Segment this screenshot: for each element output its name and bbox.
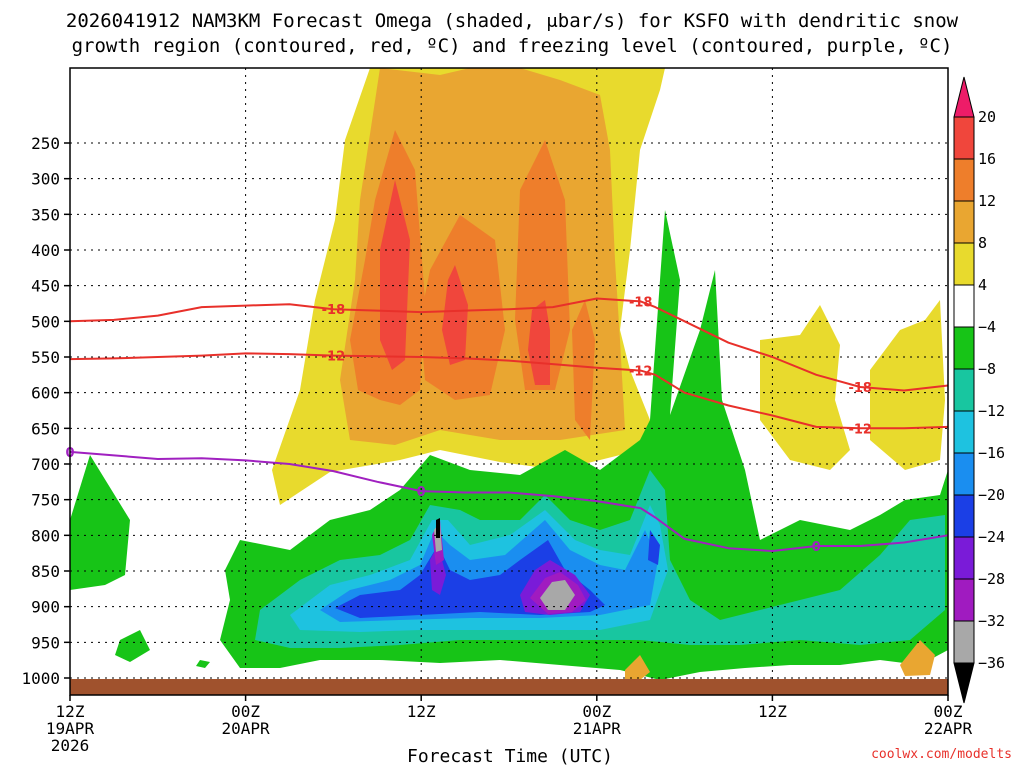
omega-shading (70, 68, 948, 680)
y-tick-label-850: 850 (31, 562, 60, 581)
x-tick-label-0-0: 12Z (56, 702, 85, 721)
chart-title-line-1: 2026041912 NAM3KM Forecast Omega (shaded… (66, 10, 959, 32)
omega-region-12-16-c (515, 140, 570, 390)
colorbar-segment-2 (953, 158, 975, 202)
colorbar-segment-7 (953, 368, 975, 412)
colorbar-label-2: 12 (978, 192, 996, 210)
colorbar-label-10: −24 (978, 528, 1005, 546)
y-tick-label-500: 500 (31, 312, 60, 331)
colorbar-bottom-arrow (953, 662, 975, 704)
y-tick-label-800: 800 (31, 526, 60, 545)
contour-label--12-0: -12 (322, 350, 346, 365)
omega-region-16-20-b (442, 265, 468, 365)
contour-label--18-1: -18 (629, 295, 653, 310)
colorbar-label-5: −4 (978, 318, 996, 336)
omega-region-below-neg32 (434, 522, 575, 610)
credit-text: coolwx.com/modelts (871, 747, 1012, 762)
colorbar-label-0: 20 (978, 108, 996, 126)
x-tick-label-3-0: 00Z (582, 702, 611, 721)
colorbar-segment-3 (953, 200, 975, 244)
y-tick-label-700: 700 (31, 455, 60, 474)
x-tick-label-4-0: 12Z (758, 702, 787, 721)
contour-label--12-2: -12 (848, 422, 872, 437)
colorbar-segment-4 (953, 242, 975, 286)
x-tick-label-5-1: 22APR (924, 719, 973, 738)
contour-label--12-1: -12 (629, 365, 653, 380)
y-axis: 250 300 350 400 450 500 550 600 650 700 750 800 850 9… (21, 134, 70, 688)
colorbar-label-4: 4 (978, 276, 987, 294)
colorbar-label-11: −28 (978, 570, 1005, 588)
y-tick-label-750: 750 (31, 491, 60, 510)
colorbar-segment-6 (953, 326, 975, 370)
x-axis-label: Forecast Time (UTC) (407, 746, 613, 767)
colorbar-top-arrow (953, 76, 975, 118)
x-tick-label-0-1: 19APR (46, 719, 95, 738)
y-tick-label-900: 900 (31, 598, 60, 617)
plot-frame (69, 67, 949, 696)
y-tick-label-550: 550 (31, 348, 60, 367)
y-tick-label-400: 400 (31, 241, 60, 260)
colorbar-label-1: 16 (978, 150, 996, 168)
omega-region-4-8-east (760, 305, 850, 470)
colorbar-label-8: −16 (978, 444, 1005, 462)
colorbar-label-12: −32 (978, 612, 1005, 630)
x-tick-label-5-0: 00Z (934, 702, 963, 721)
x-tick-label-0-2: 2026 (51, 736, 90, 755)
colorbar-segment-9 (953, 452, 975, 496)
contour-label-0-1: 0 (417, 485, 426, 500)
colorbar-segment-11 (953, 536, 975, 580)
y-tick-label-600: 600 (31, 384, 60, 403)
colorbar-segment-13 (953, 620, 975, 664)
contour-line--12 (69, 352, 949, 430)
omega-region-4-8-far-east (870, 300, 945, 470)
colorbar-segment-8 (953, 410, 975, 454)
colorbar-segment-5 (953, 284, 975, 328)
omega-region-12-16-d (572, 300, 595, 440)
x-tick-label-1-1: 20APR (222, 719, 271, 738)
contour-label-0-2: 0 (812, 540, 821, 555)
y-tick-label-950: 950 (31, 633, 60, 652)
contour-line-0 (69, 450, 949, 552)
contour-label--18-2: -18 (848, 381, 872, 396)
omega-region-neg4-neg8 (70, 210, 948, 680)
x-tick-label-1-0: 00Z (231, 702, 260, 721)
y-tick-label-300: 300 (31, 170, 60, 189)
y-tick-label-350: 350 (31, 205, 60, 224)
colorbar-label-6: −8 (978, 360, 996, 378)
colorbar-label-3: 8 (978, 234, 987, 252)
colorbar-segment-10 (953, 494, 975, 538)
colorbar-label-7: −12 (978, 402, 1005, 420)
colorbar-segment-1 (953, 116, 975, 160)
chart-title-line-2: growth region (contoured, red, ºC) and f… (72, 35, 953, 57)
y-tick-label-250: 250 (31, 134, 60, 153)
x-tick-label-3-1: 21APR (573, 719, 622, 738)
omega-region-below-neg36 (436, 518, 440, 538)
x-tick-label-2-0: 12Z (407, 702, 436, 721)
y-tick-label-450: 450 (31, 277, 60, 296)
colorbar: 20 16 12 8 4 −4 −8 −12 −16 −20 −24 −28 −32 −36 (953, 76, 1005, 704)
colorbar-label-13: −36 (978, 654, 1005, 672)
contour-line--18 (69, 297, 949, 392)
contour-label--18-0: -18 (322, 303, 346, 318)
omega-region-16-20-a (380, 180, 410, 370)
y-tick-label-1000: 1000 (21, 669, 60, 688)
colorbar-segment-12 (953, 578, 975, 622)
ground-surface-bar (70, 679, 948, 695)
y-tick-label-650: 650 (31, 419, 60, 438)
colorbar-label-9: −20 (978, 486, 1005, 504)
